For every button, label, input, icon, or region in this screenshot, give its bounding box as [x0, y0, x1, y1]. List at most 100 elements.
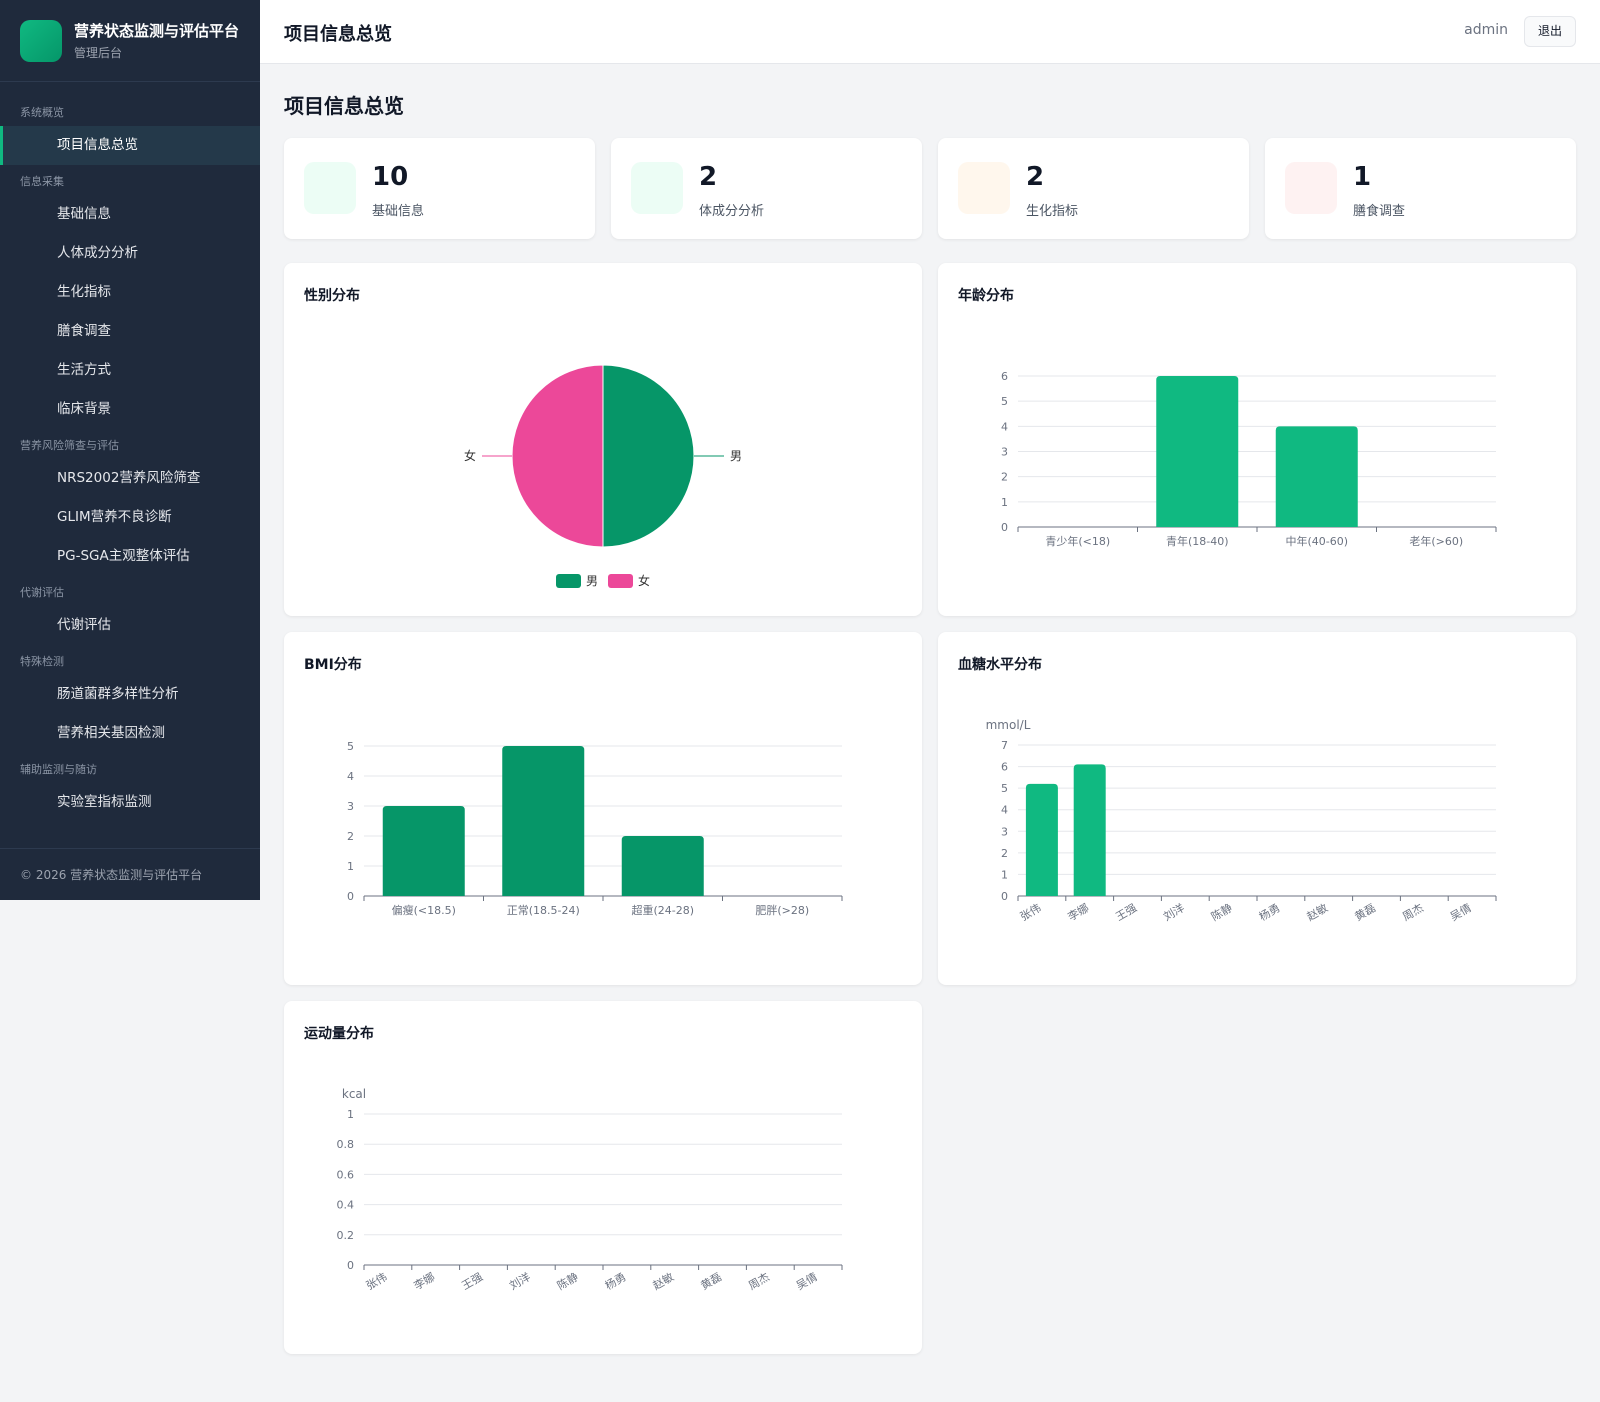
y-tick-label: 1 — [347, 860, 354, 873]
gender-pie-chart: 男女男女 — [464, 364, 742, 588]
y-tick-label: 0.2 — [337, 1229, 355, 1242]
stat-label: 膳食调查 — [1353, 204, 1406, 219]
x-tick-label: 李娜 — [1065, 900, 1091, 923]
sidebar-item-gene-test[interactable]: 营养相关基因检测 — [57, 725, 165, 741]
bar-李娜 — [1073, 764, 1106, 896]
pie-label-1: 女 — [464, 448, 476, 463]
stat-label: 基础信息 — [372, 204, 425, 219]
x-tick-label: 杨勇 — [602, 1269, 628, 1292]
x-tick-label: 吴倩 — [1448, 901, 1474, 923]
y-tick-label: 7 — [1001, 739, 1008, 752]
x-tick-label: 周杰 — [1400, 901, 1426, 923]
stat-card-basic-info: 10 基础信息 — [284, 138, 595, 239]
nav-group-collection: 信息采集 — [20, 175, 64, 188]
pie-slice-1 — [511, 364, 604, 548]
y-tick-label: 0 — [347, 1259, 354, 1272]
x-tick-label: 青年(18-40) — [1166, 534, 1229, 548]
y-tick-label: 1 — [1001, 496, 1008, 509]
username: admin — [1464, 22, 1508, 38]
pie-slice-0 — [602, 364, 695, 548]
sidebar-item-lifestyle[interactable]: 生活方式 — [57, 362, 111, 378]
sidebar-item-lab-monitor[interactable]: 实验室指标监测 — [57, 794, 152, 810]
x-tick-label: 王强 — [459, 1270, 485, 1292]
x-tick-label: 中年(40-60) — [1285, 534, 1348, 548]
bar-偏瘦(<18.5) — [382, 806, 465, 896]
chart-card-glucose: 血糖水平分布 0 1 2 3 4 5 6 7 mmol/L 张伟 李娜 王强 刘洋 陈静 杨勇 赵敏 黄磊 周杰吴… — [938, 632, 1576, 985]
y-tick-label: 6 — [1001, 761, 1008, 774]
y-tick-label: 2 — [347, 830, 354, 843]
chart-title-exercise: 运动量分布 — [304, 1026, 374, 1042]
x-tick-label: 刘洋 — [507, 1269, 533, 1292]
sidebar-item-body-composition[interactable]: 人体成分分析 — [57, 245, 138, 261]
x-tick-label: 王强 — [1113, 901, 1139, 923]
x-tick-label: 张伟 — [364, 1270, 390, 1292]
y-tick-label: 1 — [347, 1108, 354, 1121]
sidebar-footer: © 2026 营养状态监测与评估平台 — [0, 848, 260, 900]
app-logo — [20, 19, 62, 62]
stat-icon-diet-survey — [1285, 162, 1337, 214]
bar-超重(24-28) — [621, 836, 704, 896]
y-tick-label: 5 — [1001, 395, 1008, 408]
page-title: 项目信息总览 — [284, 94, 404, 118]
sidebar-item-project-overview[interactable]: 项目信息总览 — [0, 126, 260, 165]
x-tick-label: 青少年(<18) — [1045, 534, 1110, 548]
stat-value: 2 — [1026, 162, 1045, 192]
sidebar-item-nrs2002[interactable]: NRS2002营养风险筛查 — [57, 470, 201, 486]
x-tick-label: 偏瘦(<18.5) — [392, 903, 456, 917]
sidebar-item-basic-info[interactable]: 基础信息 — [57, 206, 111, 222]
y-tick-label: 2 — [1001, 847, 1008, 860]
chart-card-bmi: BMI分布 0 1 2 3 4 5 偏瘦(<18.5) 正常(18.5-24) 超重(24-28… — [284, 632, 922, 985]
y-tick-label: 0 — [1001, 521, 1008, 534]
y-axis-unit: mmol/L — [986, 718, 1031, 732]
x-tick-label: 超重(24-28) — [631, 903, 694, 917]
sidebar-item-gut-flora[interactable]: 肠道菌群多样性分析 — [57, 686, 179, 702]
chart-title-gender: 性别分布 — [304, 288, 360, 304]
x-tick-label: 老年(>60) — [1409, 534, 1463, 548]
chart-title-age: 年龄分布 — [958, 288, 1014, 304]
x-tick-label: 周杰 — [746, 1270, 772, 1292]
sidebar-item-diet-survey[interactable]: 膳食调查 — [57, 323, 111, 339]
chart-card-age: 年龄分布 0 1 2 3 4 5 6 青少年(<18) 青年(18-40) 中年(40-60) 老年… — [938, 263, 1576, 616]
x-tick-label: 陈静 — [555, 1269, 581, 1292]
legend-label-1: 女 — [638, 573, 650, 588]
y-tick-label: 0.6 — [337, 1168, 355, 1181]
stat-label: 体成分分析 — [699, 204, 765, 219]
topbar: 项目信息总览 admin 退出 — [260, 0, 1600, 64]
chart-card-gender: 性别分布 男女男女 — [284, 263, 922, 616]
bar-中年(40-60) — [1275, 426, 1358, 527]
sidebar-item-glim[interactable]: GLIM营养不良诊断 — [57, 509, 172, 525]
nav-group-metabolic: 代谢评估 — [20, 586, 64, 599]
sidebar-item-clinical[interactable]: 临床背景 — [57, 401, 111, 417]
y-tick-label: 0.4 — [337, 1199, 355, 1212]
sidebar-item-pgsga[interactable]: PG-SGA主观整体评估 — [57, 548, 190, 564]
x-tick-label: 赵敏 — [650, 1269, 676, 1292]
nav-group-special: 特殊检测 — [20, 655, 64, 668]
x-tick-label: 李娜 — [411, 1269, 437, 1292]
y-axis-unit: kcal — [342, 1087, 366, 1101]
sidebar-item-biochem[interactable]: 生化指标 — [57, 284, 111, 300]
logout-button[interactable]: 退出 — [1524, 16, 1576, 47]
header-title: 项目信息总览 — [284, 24, 392, 45]
glucose-bar-chart: 0 1 2 3 4 5 6 7 mmol/L 张伟 李娜 王强 刘洋 陈静 杨勇 赵敏 黄磊 周杰 吴倩 — [986, 718, 1497, 924]
exercise-bar-chart: 0 0.2 0.4 0.6 0.8 1 kcal 张伟 李娜 王强 刘洋 陈静 杨勇 赵敏 黄磊 周杰 吴倩 — [337, 1087, 843, 1293]
sidebar-nav: 系统概览 项目信息总览 信息采集 基础信息 人体成分分析 生化指标 膳食调查 生… — [0, 82, 260, 848]
y-tick-label: 5 — [1001, 782, 1008, 795]
bar-张伟 — [1025, 783, 1058, 896]
pie-label-0: 男 — [730, 449, 742, 463]
y-tick-label: 3 — [1001, 825, 1008, 838]
bar-正常(18.5-24) — [502, 746, 585, 896]
stat-label: 生化指标 — [1026, 204, 1079, 219]
chart-card-exercise: 运动量分布 0 0.2 0.4 0.6 0.8 1 kcal 张伟 李娜 王强 刘洋 陈静 杨勇 赵敏 黄磊… — [284, 1001, 922, 1354]
y-tick-label: 4 — [1001, 420, 1008, 433]
legend-label-0: 男 — [586, 574, 598, 588]
brand: 营养状态监测与评估平台 管理后台 — [0, 0, 260, 82]
x-tick-label: 正常(18.5-24) — [507, 904, 580, 917]
stat-icon-biochem — [958, 162, 1010, 214]
sidebar-item-metabolic[interactable]: 代谢评估 — [57, 617, 111, 633]
y-tick-label: 0 — [1001, 890, 1008, 903]
legend-swatch-0 — [556, 574, 581, 588]
y-tick-label: 3 — [1001, 446, 1008, 459]
stat-card-diet-survey: 1 膳食调查 — [1265, 138, 1576, 239]
app-subtitle: 管理后台 — [74, 46, 123, 60]
chart-title-bmi: BMI分布 — [304, 657, 362, 673]
